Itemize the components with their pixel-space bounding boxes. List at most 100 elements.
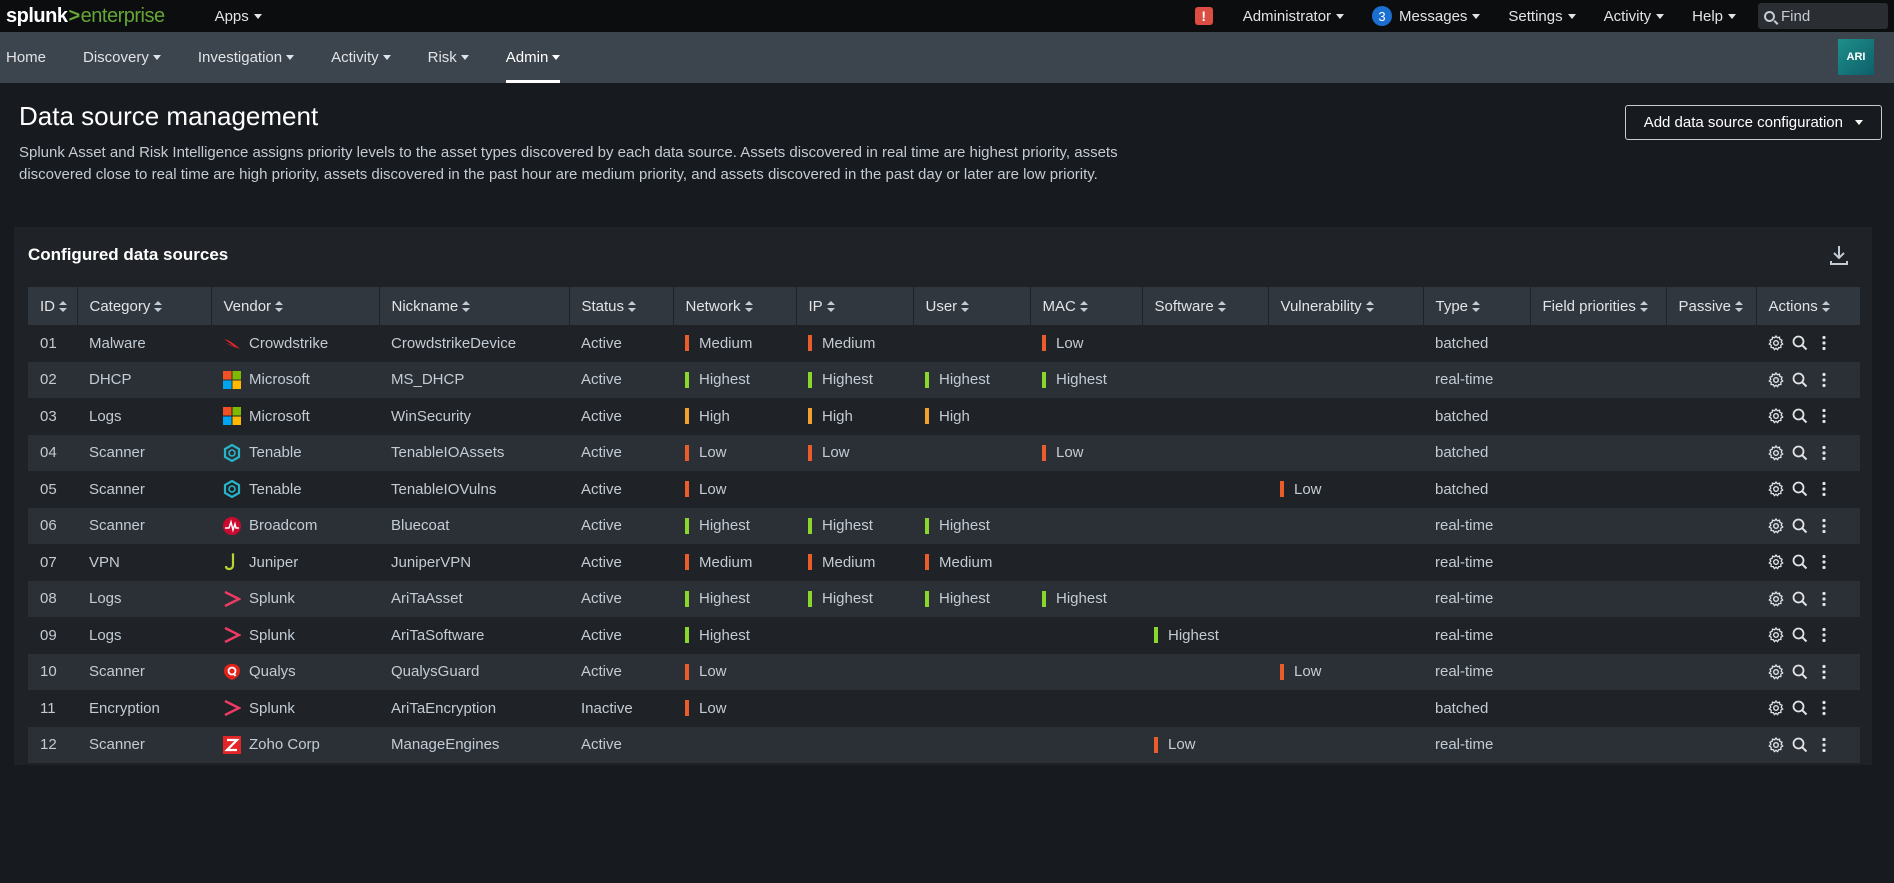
column-header-mac[interactable]: MAC bbox=[1030, 287, 1143, 325]
table-row[interactable]: 10 Scanner Qualys QualysGuard Active Low Low re… bbox=[28, 653, 1860, 690]
search-icon[interactable] bbox=[1792, 737, 1808, 753]
search-icon[interactable] bbox=[1792, 445, 1808, 461]
column-header-vendor[interactable]: Vendor bbox=[211, 287, 380, 325]
column-header-type[interactable]: Type bbox=[1423, 287, 1531, 325]
gear-icon[interactable] bbox=[1768, 627, 1784, 643]
table-row[interactable]: 05 Scanner Tenable TenableIOVulns Active Low L… bbox=[28, 471, 1860, 508]
search-icon[interactable] bbox=[1792, 591, 1808, 607]
splunk-logo[interactable]: splunk > enterprise bbox=[6, 5, 165, 28]
search-icon[interactable] bbox=[1792, 335, 1808, 351]
gear-icon[interactable] bbox=[1768, 408, 1784, 424]
cell-status: Active bbox=[569, 471, 673, 508]
status-value: Inactive bbox=[581, 699, 633, 717]
gear-icon[interactable] bbox=[1768, 590, 1784, 607]
priority-value: Highest bbox=[1056, 371, 1107, 389]
gear-icon[interactable] bbox=[1768, 517, 1784, 534]
table-row[interactable]: 04 Scanner Tenable TenableIOAssets Active Low… bbox=[28, 434, 1860, 471]
cell-nickname: Bluecoat bbox=[379, 507, 569, 544]
column-header-field-priorities[interactable]: Field priorities bbox=[1530, 287, 1667, 325]
gear-icon[interactable] bbox=[1768, 663, 1784, 680]
table-row[interactable]: 02 DHCP Microsoft MS_DHCP Active Highest Highe… bbox=[28, 361, 1860, 398]
column-header-software[interactable]: Software bbox=[1142, 287, 1269, 325]
cell-id: 03 bbox=[28, 398, 77, 435]
table-row[interactable]: 12 Scanner Zoho Corp ManageEngines Active Low… bbox=[28, 726, 1860, 763]
nav-label: Investigation bbox=[197, 49, 283, 66]
apps-menu[interactable]: Apps bbox=[201, 8, 276, 25]
more-vertical-icon[interactable] bbox=[1816, 481, 1832, 497]
table-row[interactable]: 07 VPN Juniper JuniperVPN Active Medium Medium… bbox=[28, 544, 1860, 581]
column-header-network[interactable]: Network bbox=[673, 287, 797, 325]
search-icon[interactable] bbox=[1792, 627, 1808, 643]
nav-activity[interactable]: Activity bbox=[331, 32, 391, 83]
app-logo[interactable]: ARI bbox=[1838, 39, 1874, 75]
gear-icon[interactable] bbox=[1768, 335, 1784, 351]
search-icon[interactable] bbox=[1792, 554, 1808, 570]
administrator-menu[interactable]: Administrator bbox=[1229, 8, 1358, 25]
download-icon[interactable] bbox=[1828, 244, 1850, 266]
nav-discovery[interactable]: Discovery bbox=[83, 32, 161, 83]
more-vertical-icon[interactable] bbox=[1816, 627, 1832, 643]
column-header-category[interactable]: Category bbox=[77, 287, 212, 325]
nickname-value: MS_DHCP bbox=[391, 371, 465, 389]
table-row[interactable]: 08 Logs Splunk AriTaAsset Active Highest Highe… bbox=[28, 580, 1860, 617]
table-row[interactable]: 06 Scanner Broadcom Bluecoat Active Highest Hi… bbox=[28, 507, 1860, 544]
search-icon[interactable] bbox=[1792, 481, 1808, 497]
more-vertical-icon[interactable] bbox=[1816, 737, 1832, 753]
nav-admin[interactable]: Admin bbox=[505, 32, 561, 83]
more-vertical-icon[interactable] bbox=[1816, 445, 1832, 461]
gear-icon[interactable] bbox=[1768, 554, 1784, 570]
priority-indicator bbox=[685, 517, 689, 534]
search-icon[interactable] bbox=[1792, 408, 1808, 424]
search-icon[interactable] bbox=[1792, 518, 1808, 534]
more-vertical-icon[interactable] bbox=[1816, 372, 1832, 388]
more-vertical-icon[interactable] bbox=[1816, 335, 1832, 351]
column-header-passive[interactable]: Passive bbox=[1666, 287, 1757, 325]
gear-icon[interactable] bbox=[1768, 371, 1784, 388]
more-vertical-icon[interactable] bbox=[1816, 664, 1832, 680]
table-row[interactable]: 03 Logs Microsoft WinSecurity Active High High… bbox=[28, 398, 1860, 435]
column-header-status[interactable]: Status bbox=[569, 287, 674, 325]
cell-software bbox=[1142, 325, 1268, 362]
cell-software bbox=[1142, 653, 1268, 690]
settings-menu[interactable]: Settings bbox=[1494, 8, 1589, 25]
table-row[interactable]: 01 Malware Crowdstrike CrowdstrikeDevice Act… bbox=[28, 325, 1860, 362]
more-vertical-icon[interactable] bbox=[1816, 518, 1832, 534]
messages-menu[interactable]: 3 Messages bbox=[1358, 6, 1494, 26]
search-icon[interactable] bbox=[1792, 664, 1808, 680]
search-icon[interactable] bbox=[1792, 700, 1808, 716]
help-menu[interactable]: Help bbox=[1678, 8, 1750, 25]
gear-icon[interactable] bbox=[1768, 700, 1784, 716]
search-icon[interactable] bbox=[1792, 372, 1808, 388]
nav-risk[interactable]: Risk bbox=[428, 32, 469, 83]
logo-product: enterprise bbox=[80, 4, 165, 27]
column-header-id[interactable]: ID bbox=[28, 287, 78, 325]
microsoft-icon bbox=[223, 407, 241, 426]
gear-icon[interactable] bbox=[1768, 736, 1784, 753]
more-vertical-icon[interactable] bbox=[1816, 591, 1832, 607]
cell-nickname: QualysGuard bbox=[379, 653, 569, 690]
column-header-ip[interactable]: IP bbox=[796, 287, 914, 325]
more-vertical-icon[interactable] bbox=[1816, 700, 1832, 716]
cell-status: Active bbox=[569, 361, 673, 398]
more-vertical-icon[interactable] bbox=[1816, 408, 1832, 424]
chevron-down-icon bbox=[1567, 13, 1576, 19]
nav-investigation[interactable]: Investigation bbox=[197, 32, 295, 83]
find-input[interactable]: Find bbox=[1758, 3, 1888, 29]
column-header-vulnerability[interactable]: Vulnerability bbox=[1268, 287, 1424, 325]
column-header-nickname[interactable]: Nickname bbox=[379, 287, 570, 325]
column-header-user[interactable]: User bbox=[913, 287, 1031, 325]
table-row[interactable]: 11 Encryption Splunk AriTaEncryption Inactiv… bbox=[28, 690, 1860, 727]
nav-home[interactable]: Home bbox=[6, 32, 46, 83]
alert-icon[interactable]: ! bbox=[1194, 7, 1213, 25]
add-data-source-button[interactable]: Add data source configuration bbox=[1624, 105, 1882, 140]
cell-mac bbox=[1030, 471, 1142, 508]
activity-menu[interactable]: Activity bbox=[1590, 8, 1679, 25]
chevron-down-icon bbox=[552, 55, 561, 60]
table-row[interactable]: 09 Logs Splunk AriTaSoftware Active Highest Hi… bbox=[28, 617, 1860, 654]
id-value: 03 bbox=[40, 407, 57, 425]
gear-icon[interactable] bbox=[1768, 444, 1784, 461]
more-vertical-icon[interactable] bbox=[1816, 554, 1832, 570]
gear-icon[interactable] bbox=[1768, 481, 1784, 497]
column-header-actions[interactable]: Actions bbox=[1756, 287, 1861, 325]
cell-user bbox=[913, 617, 1030, 654]
